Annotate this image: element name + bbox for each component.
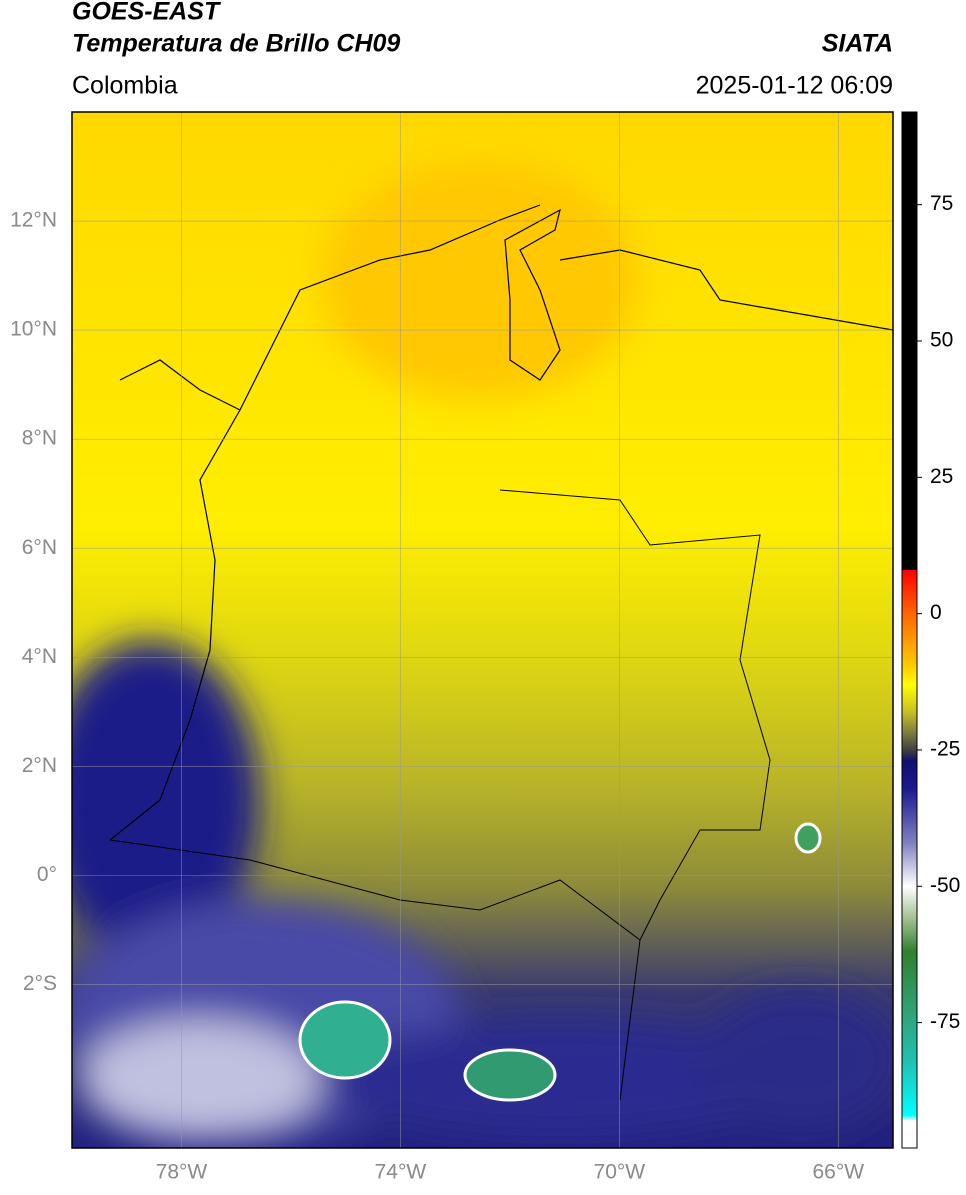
y-tick-label: 10°N [10, 318, 57, 341]
colorbar-label: -75 [930, 1010, 960, 1033]
y-tick-label: 8°N [22, 427, 57, 450]
region: Colombia [72, 72, 178, 100]
y-tick-label: 4°N [22, 645, 57, 668]
colorbar-label: 75 [930, 192, 953, 215]
x-tick-label: 66°W [812, 1161, 864, 1184]
colorbar-label: -50 [930, 874, 960, 897]
x-tick-label: 78°W [156, 1161, 208, 1184]
colorbar [901, 111, 918, 1149]
x-tick-label: 70°W [594, 1161, 646, 1184]
colorbar-label: 25 [930, 465, 953, 488]
colorbar-label: 0 [930, 601, 942, 624]
datetime: 2025-01-12 06:09 [696, 72, 893, 100]
y-tick-label: 0° [37, 863, 57, 886]
map-frame [71, 111, 894, 1149]
y-tick-label: 12°N [10, 209, 57, 232]
colorbar-label: 50 [930, 329, 953, 352]
satellite-image [72, 112, 893, 1148]
title: Temperatura de Brillo CH09 [72, 30, 400, 58]
x-tick-label: 74°W [375, 1161, 427, 1184]
colorbar-label: -25 [930, 738, 960, 761]
y-tick-label: 2°S [23, 972, 57, 995]
y-tick-label: 6°N [22, 536, 57, 559]
title: GOES-EAST [72, 0, 222, 26]
y-tick-label: 2°N [22, 754, 57, 777]
agency: SIATA [822, 30, 893, 58]
